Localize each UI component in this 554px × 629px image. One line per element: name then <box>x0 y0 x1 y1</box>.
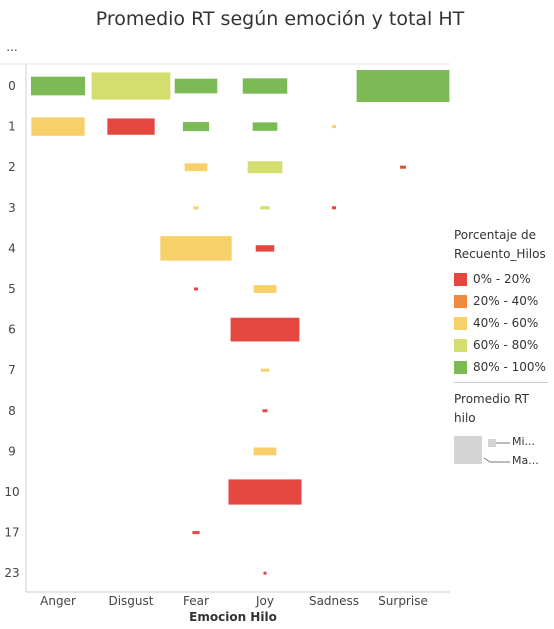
legend-divider <box>454 382 548 383</box>
heatmap-cell[interactable] <box>255 245 275 252</box>
legend-label: 0% - 20% <box>473 272 531 286</box>
chart-title: Promedio RT según emoción y total HT <box>95 8 465 30</box>
size-legend: Promedio RT hilo Mi... Ma... <box>454 390 554 476</box>
y-tick-label: 10 <box>4 485 19 499</box>
legend-item[interactable]: 40% - 60% <box>454 312 554 334</box>
heatmap-cell[interactable] <box>192 531 200 535</box>
heatmap-cell[interactable] <box>30 76 86 96</box>
y-tick-label: 23 <box>4 566 19 580</box>
heatmap-cell[interactable] <box>331 125 337 129</box>
color-legend: Porcentaje de Recuento_Hilos 0% - 20% 20%… <box>454 226 554 378</box>
size-legend-leaders <box>483 442 510 463</box>
heatmap-cell[interactable] <box>242 78 288 94</box>
legend-swatch <box>454 294 467 308</box>
legend-label: 60% - 80% <box>473 338 539 352</box>
legend-item[interactable]: 60% - 80% <box>454 334 554 356</box>
heatmap-cell[interactable] <box>91 72 171 100</box>
size-legend-title: Promedio RT hilo <box>454 392 530 425</box>
y-tick-label: 4 <box>8 241 16 255</box>
y-tick-label: 0 <box>8 79 16 93</box>
size-legend-min-box <box>488 439 496 447</box>
x-tick-label: Anger <box>40 594 76 608</box>
size-legend-max-box <box>454 436 482 464</box>
color-legend-title: Porcentaje de Recuento_Hilos <box>454 228 546 261</box>
heatmap-cell[interactable] <box>174 78 218 94</box>
heatmap-cell[interactable] <box>252 122 278 131</box>
x-tick-label: Fear <box>183 594 209 608</box>
legend-item[interactable]: 80% - 100% <box>454 356 554 378</box>
x-tick-label: Surprise <box>378 594 428 608</box>
heatmap-cell[interactable] <box>260 206 270 210</box>
heatmap-cell[interactable] <box>262 409 268 413</box>
heatmap-cell[interactable] <box>400 165 406 169</box>
y-tick-label: 1 <box>8 120 16 134</box>
x-tick-label: Disgust <box>108 594 153 608</box>
legend-swatch <box>454 360 467 374</box>
heatmap-cell[interactable] <box>193 287 199 291</box>
legend-item[interactable]: 20% - 40% <box>454 290 554 312</box>
heatmap-cell[interactable] <box>331 206 337 210</box>
legend-label: 40% - 60% <box>473 316 539 330</box>
heatmap-cell[interactable] <box>247 161 283 174</box>
heatmap-cell[interactable] <box>253 285 277 293</box>
heatmap-cell[interactable] <box>230 317 300 342</box>
heatmap-cell[interactable] <box>107 118 155 135</box>
y-tick-label: 2 <box>8 160 16 174</box>
heatmap-cell[interactable] <box>228 479 302 505</box>
heatmap-cell[interactable] <box>263 571 267 575</box>
y-tick-label: 5 <box>8 282 16 296</box>
heatmap-cell[interactable] <box>31 117 85 136</box>
y-axis-header: ... <box>6 40 17 54</box>
y-tick-label: 9 <box>8 444 16 458</box>
legend-label: 80% - 100% <box>473 360 546 374</box>
heatmap-cell[interactable] <box>160 236 232 261</box>
y-tick-label: 17 <box>4 526 19 540</box>
y-tick-label: 3 <box>8 201 16 215</box>
legend-item[interactable]: 0% - 20% <box>454 268 554 290</box>
heatmap-cell[interactable] <box>184 163 208 172</box>
y-tick-label: 7 <box>8 363 16 377</box>
size-legend-max-label: Ma... <box>512 454 539 467</box>
heatmap-cell[interactable] <box>253 447 277 456</box>
y-tick-label: 6 <box>8 323 16 337</box>
heatmap-cell[interactable] <box>260 368 270 372</box>
y-tick-label: 8 <box>8 404 16 418</box>
legend-swatch <box>454 272 467 286</box>
legend-swatch <box>454 316 467 330</box>
x-tick-label: Sadness <box>309 594 359 608</box>
x-tick-label: Joy <box>255 594 274 608</box>
heatmap-cell[interactable] <box>182 122 210 132</box>
x-axis-label: Emocion Hilo <box>189 610 277 624</box>
heatmap-cell[interactable] <box>356 70 450 102</box>
size-legend-min-label: Mi... <box>512 435 536 448</box>
legend-swatch <box>454 338 467 352</box>
heatmap-cell[interactable] <box>193 206 199 210</box>
legend-label: 20% - 40% <box>473 294 539 308</box>
